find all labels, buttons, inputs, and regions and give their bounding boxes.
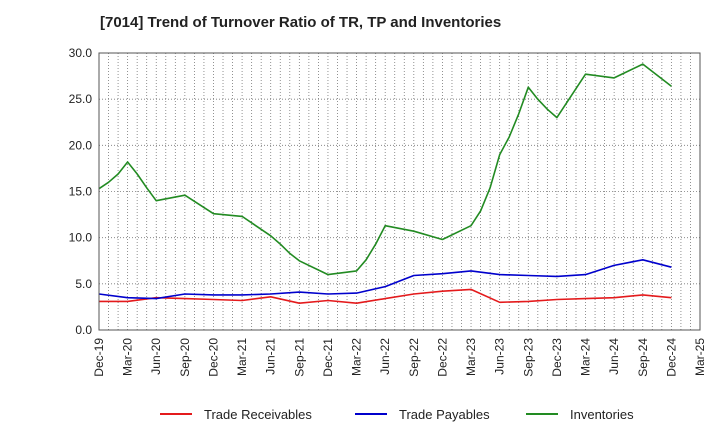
x-tick-label: Jun-21	[264, 338, 278, 375]
y-tick-label: 10.0	[69, 231, 93, 245]
legend-label-trade-receivables: Trade Receivables	[204, 407, 312, 422]
x-tick-label: Sep-21	[292, 338, 306, 377]
series-line-trade-receivables	[99, 288, 672, 305]
x-tick-label: Dec-24	[664, 338, 678, 377]
y-tick-label: 20.0	[69, 138, 93, 152]
x-tick-label: Mar-21	[235, 338, 249, 376]
series-line-inventories	[98, 63, 672, 276]
x-tick-label: Sep-23	[521, 338, 535, 377]
x-tick-label: Jun-20	[149, 338, 163, 375]
x-tick-label: Jun-23	[493, 338, 507, 375]
series-lines	[98, 63, 672, 305]
grid	[98, 52, 701, 331]
x-tick-label: Mar-23	[464, 338, 478, 376]
x-tick-label: Sep-22	[407, 338, 421, 377]
x-tick-label: Sep-20	[178, 338, 192, 377]
series-line-trade-payables	[98, 258, 672, 300]
legend-label-inventories: Inventories	[570, 407, 634, 422]
x-tick-label: Dec-20	[206, 338, 220, 377]
legend-label-trade-payables: Trade Payables	[399, 407, 490, 422]
x-tick-label: Mar-25	[693, 338, 707, 376]
x-tick-label: Dec-21	[321, 338, 335, 377]
x-tick-label: Dec-22	[435, 338, 449, 377]
y-tick-label: 30.0	[69, 46, 93, 60]
legend: Trade Receivables Trade Payables Inventori…	[160, 407, 634, 422]
x-axis: Dec-19 Mar-20 Jun-20 Sep-20 Dec-20 Mar-21 Jun-…	[92, 338, 707, 377]
x-tick-label: Mar-22	[350, 338, 364, 376]
x-tick-label: Jun-24	[607, 338, 621, 375]
x-tick-label: Mar-20	[121, 338, 135, 376]
y-tick-label: 5.0	[75, 277, 92, 291]
y-axis: 0.0 5.0 10.0 15.0 20.0 25.0 30.0	[69, 46, 93, 337]
plot-frame	[98, 52, 701, 331]
x-tick-label: Sep-24	[636, 338, 650, 377]
x-tick-label: Mar-24	[579, 338, 593, 376]
x-tick-label: Dec-23	[550, 338, 564, 377]
x-tick-label: Jun-22	[378, 338, 392, 375]
y-tick-label: 15.0	[69, 185, 93, 199]
y-tick-label: 25.0	[69, 92, 93, 106]
y-tick-label: 0.0	[75, 323, 92, 337]
chart-title: [7014] Trend of Turnover Ratio of TR, TP…	[100, 14, 502, 31]
x-tick-label: Dec-19	[92, 338, 106, 377]
